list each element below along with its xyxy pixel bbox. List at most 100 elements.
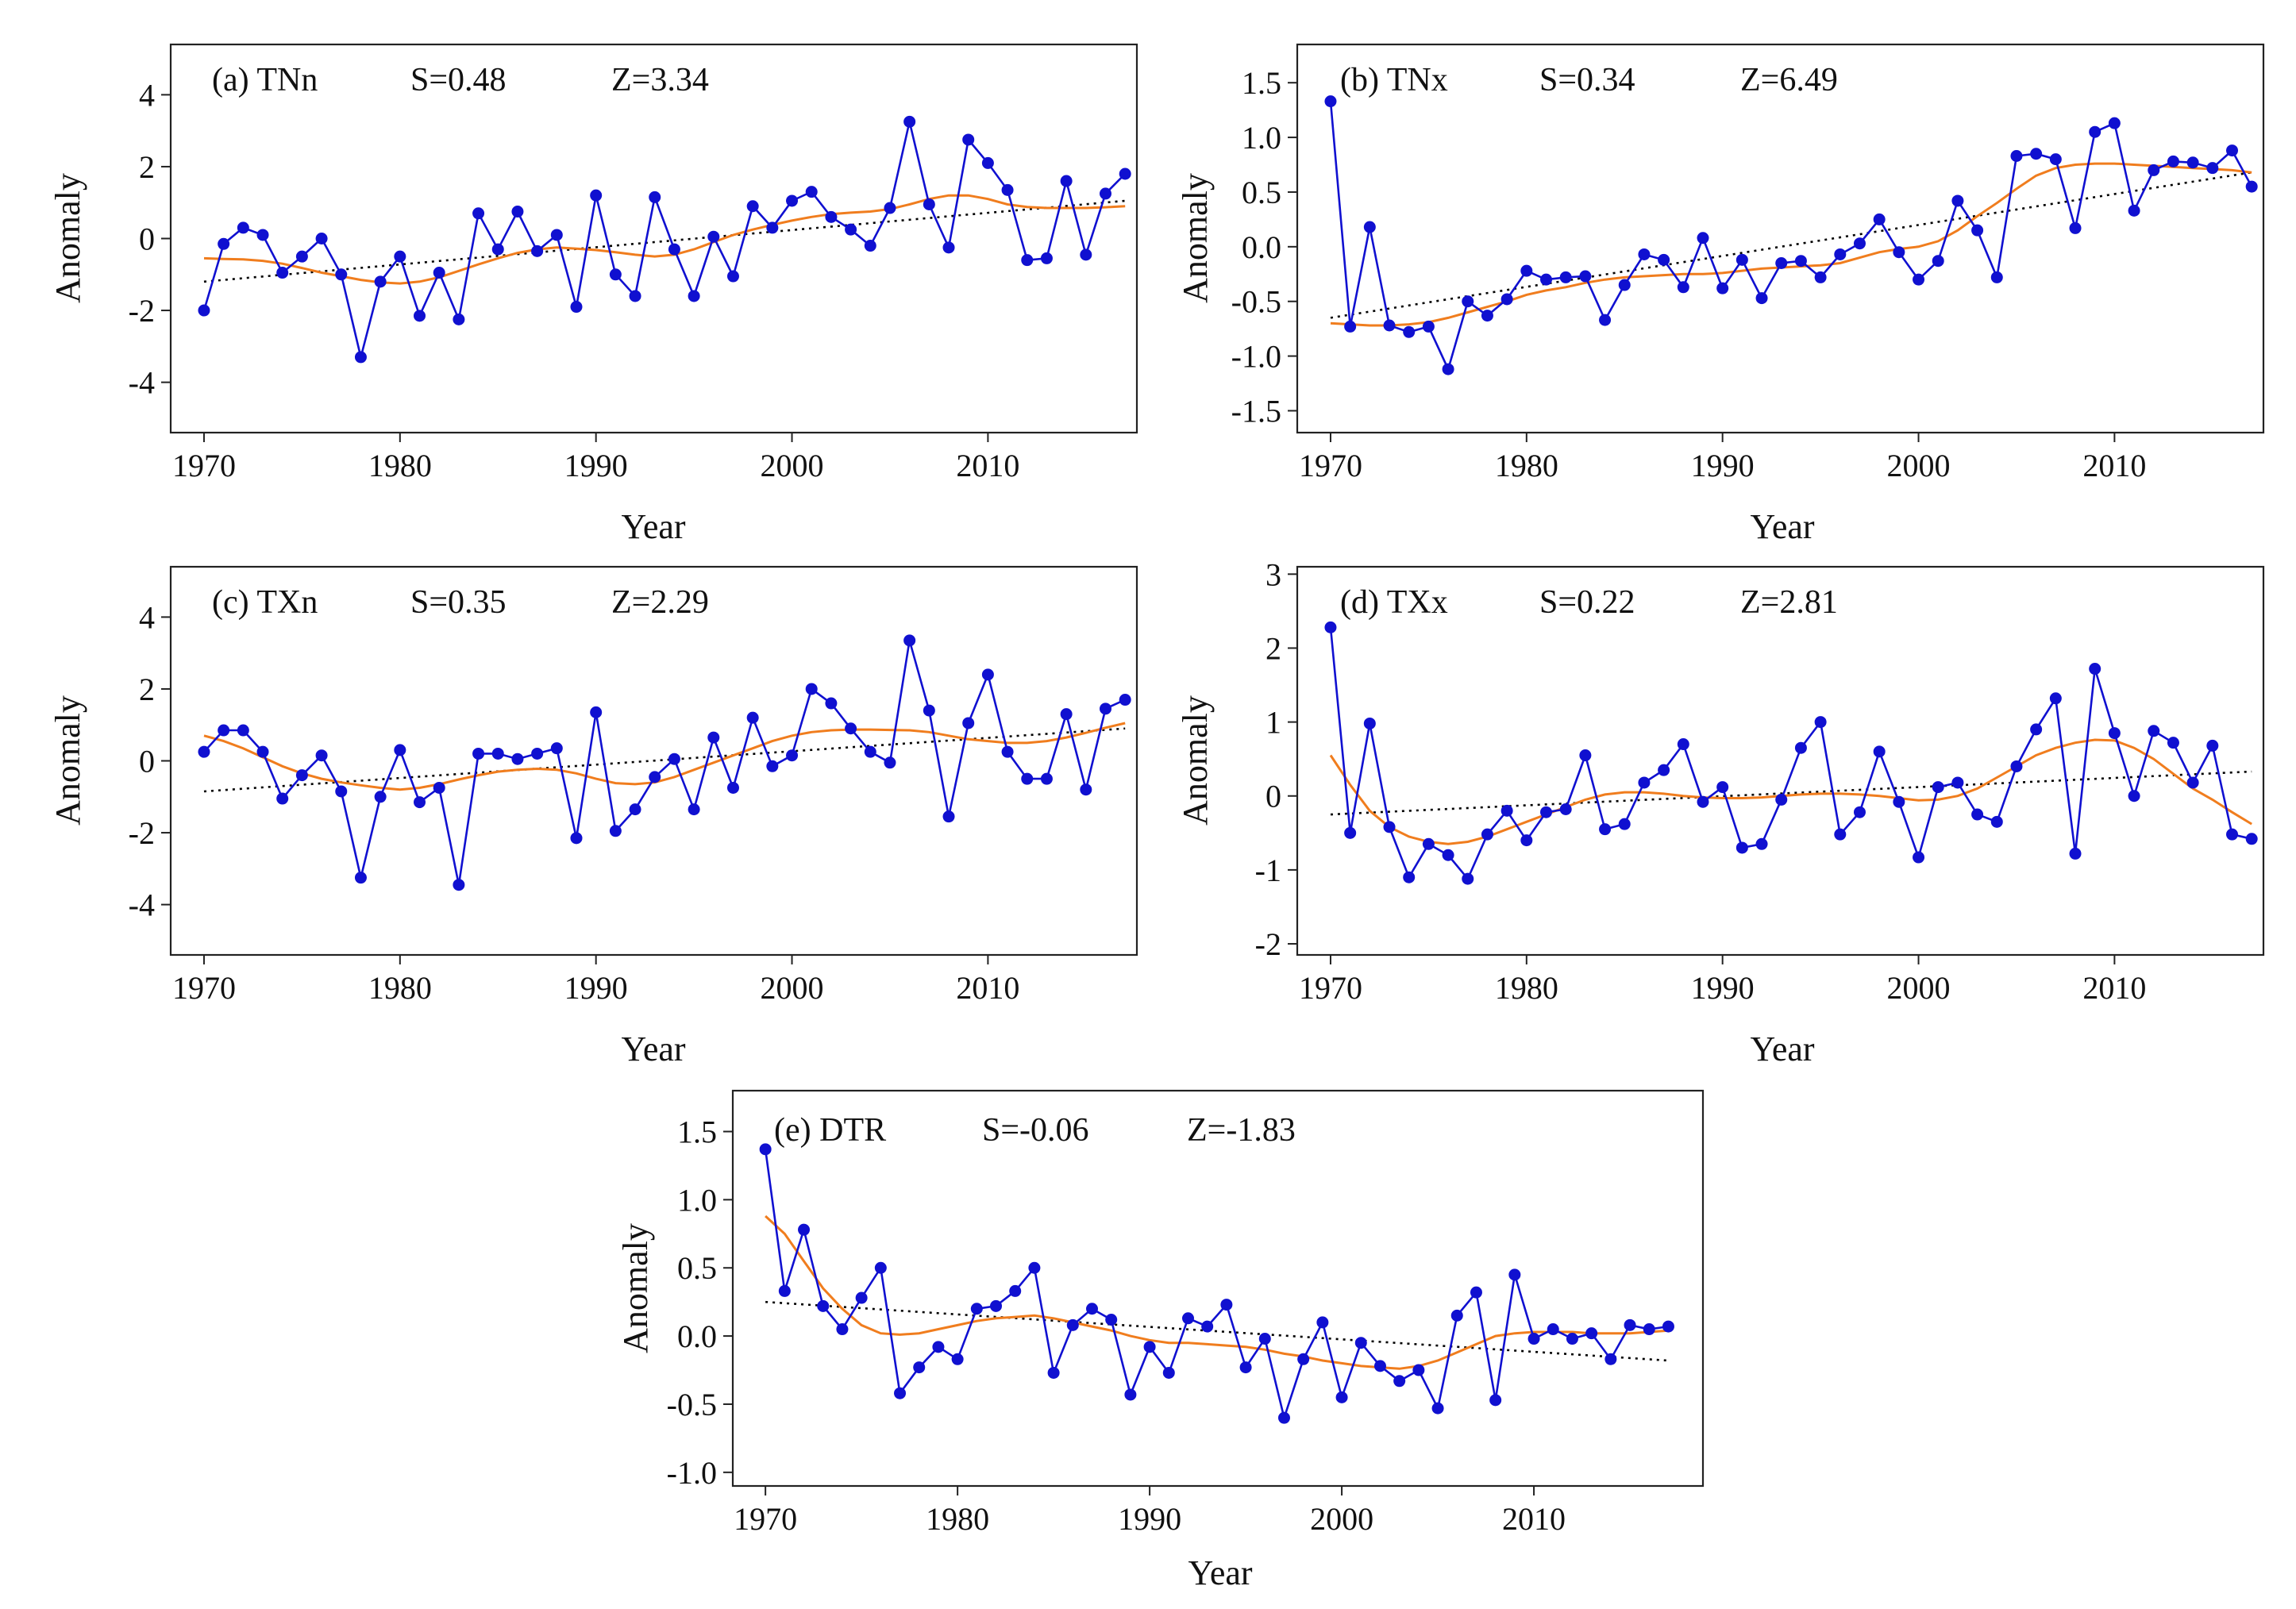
data-point-e-2009: [1508, 1268, 1521, 1281]
y-tick-label-b: 0.5: [1242, 175, 1281, 210]
y-tick-label-a: 0: [139, 221, 155, 257]
panel-a: (a) TNn S=0.48 Z=3.34 Anomaly Year 1970 1…: [48, 43, 1138, 546]
data-point-b-1998: [1873, 213, 1886, 225]
data-point-c-2010: [981, 668, 994, 681]
data-point-b-1976: [1442, 363, 1454, 375]
x-tick-label-b: 1970: [1299, 448, 1362, 483]
y-tick-label-d: 0: [1265, 779, 1281, 814]
data-point-e-1980: [951, 1353, 964, 1365]
data-point-b-1988: [1677, 281, 1689, 294]
ylabel-c: Anomaly: [48, 695, 87, 826]
data-point-d-2017: [2245, 833, 2258, 845]
data-point-a-1980: [394, 250, 406, 263]
data-point-c-2014: [1060, 708, 1073, 721]
panel-s-stat-d: S=0.22: [1539, 584, 1635, 621]
panel-s-stat-e: S=-0.06: [982, 1112, 1089, 1149]
x-tick-label-a: 2000: [761, 448, 824, 483]
data-point-c-2016: [1100, 702, 1112, 715]
data-point-a-1992: [629, 290, 641, 302]
panel-s-stat-c: S=0.35: [410, 584, 507, 621]
data-point-c-1978: [354, 872, 367, 884]
data-point-e-1989: [1124, 1388, 1137, 1401]
panel-d: (d) TXx S=0.22 Z=2.81 Anomaly Year 1970 1…: [1176, 556, 2265, 1068]
data-point-e-2000: [1335, 1391, 1348, 1403]
y-tick-label-b: -1.5: [1231, 393, 1281, 429]
data-point-d-2009: [2089, 663, 2101, 676]
data-point-d-1976: [1442, 849, 1454, 861]
data-point-e-1971: [778, 1284, 791, 1297]
panel-e: (e) DTR S=-0.06 Z=-1.83 Anomaly Year 197…: [616, 1089, 1705, 1592]
marks-a: 1970 1980 1990 2000 2010 -4 -2 0 2 4: [129, 77, 1131, 483]
data-point-e-2002: [1373, 1360, 1386, 1372]
data-point-c-2013: [1040, 772, 1053, 785]
data-point-c-1988: [550, 742, 563, 755]
data-point-d-2008: [2069, 847, 2082, 860]
data-point-b-1986: [1638, 248, 1651, 260]
y-tick-label-c: 4: [139, 599, 155, 635]
data-point-a-2006: [903, 115, 916, 128]
data-point-b-1984: [1599, 314, 1612, 326]
data-point-a-1979: [374, 275, 387, 288]
y-tick-label-b: 1.5: [1242, 65, 1281, 101]
data-point-c-1970: [198, 745, 210, 758]
data-point-e-1979: [932, 1341, 945, 1353]
x-tick-label-d: 2010: [2082, 970, 2146, 1006]
data-point-a-2000: [786, 194, 799, 207]
data-point-a-2002: [825, 210, 838, 223]
smooth-line-d: [1329, 738, 2252, 845]
data-point-b-2003: [1971, 224, 1984, 237]
data-point-a-1982: [433, 267, 445, 279]
data-point-d-2003: [1971, 808, 1984, 821]
data-point-a-1971: [218, 237, 230, 250]
data-point-c-1981: [414, 796, 426, 809]
data-point-a-2010: [981, 156, 994, 169]
data-point-d-1970: [1324, 621, 1337, 633]
data-point-b-1981: [1540, 273, 1553, 286]
panel-b: (b) TNx S=0.34 Z=6.49 Anomaly Year 1970 1…: [1176, 43, 2265, 546]
data-point-b-2008: [2069, 221, 2082, 234]
data-point-a-1996: [707, 230, 720, 243]
data-point-a-2014: [1060, 175, 1073, 187]
data-point-e-1991: [1162, 1366, 1175, 1379]
data-point-c-1991: [609, 825, 622, 837]
data-point-b-1978: [1481, 310, 1493, 322]
data-point-b-1979: [1500, 293, 1513, 306]
data-point-d-2001: [1932, 781, 1944, 794]
data-point-b-2014: [2186, 156, 2199, 169]
data-point-d-1998: [1873, 745, 1886, 758]
data-point-b-2013: [2167, 155, 2179, 167]
data-point-c-1974: [276, 792, 289, 805]
data-point-e-1987: [1086, 1303, 1099, 1315]
data-point-a-1999: [766, 221, 779, 234]
plot-frame-d: [1296, 565, 2265, 957]
data-point-b-1972: [1363, 221, 1376, 233]
panel-title-e: (e) DTR: [774, 1112, 886, 1149]
trend-line-b: [1330, 171, 2252, 319]
data-point-a-1988: [550, 229, 563, 241]
y-tick-label-d: -1: [1255, 853, 1281, 888]
data-point-e-1995: [1239, 1361, 1252, 1374]
data-point-c-1992: [629, 803, 641, 816]
y-tick-label-e: 1.0: [677, 1182, 717, 1218]
data-point-e-2010: [1527, 1333, 1540, 1345]
x-tick-label-c: 2010: [956, 970, 1019, 1006]
x-tick-label-c: 2000: [761, 970, 824, 1006]
x-tick-label-e: 1990: [1118, 1501, 1181, 1537]
xlabel-a: Year: [621, 507, 685, 546]
data-point-d-1994: [1794, 741, 1807, 754]
y-tick-label-e: 0.0: [677, 1318, 717, 1354]
data-point-d-1977: [1462, 872, 1474, 885]
data-point-d-1984: [1599, 823, 1612, 836]
data-point-e-2001: [1354, 1337, 1367, 1349]
plot-frame-e: [731, 1089, 1705, 1488]
data-point-d-1974: [1403, 871, 1416, 883]
data-point-a-2004: [864, 240, 876, 252]
data-point-c-1975: [295, 769, 308, 782]
data-point-c-1989: [570, 832, 583, 845]
data-point-e-2003: [1393, 1375, 1406, 1388]
data-point-c-2017: [1119, 694, 1131, 706]
data-point-e-2005: [1431, 1402, 1444, 1415]
data-point-e-1977: [894, 1387, 907, 1399]
x-tick-label-c: 1970: [172, 970, 236, 1006]
series-line-e: [764, 1149, 1669, 1422]
